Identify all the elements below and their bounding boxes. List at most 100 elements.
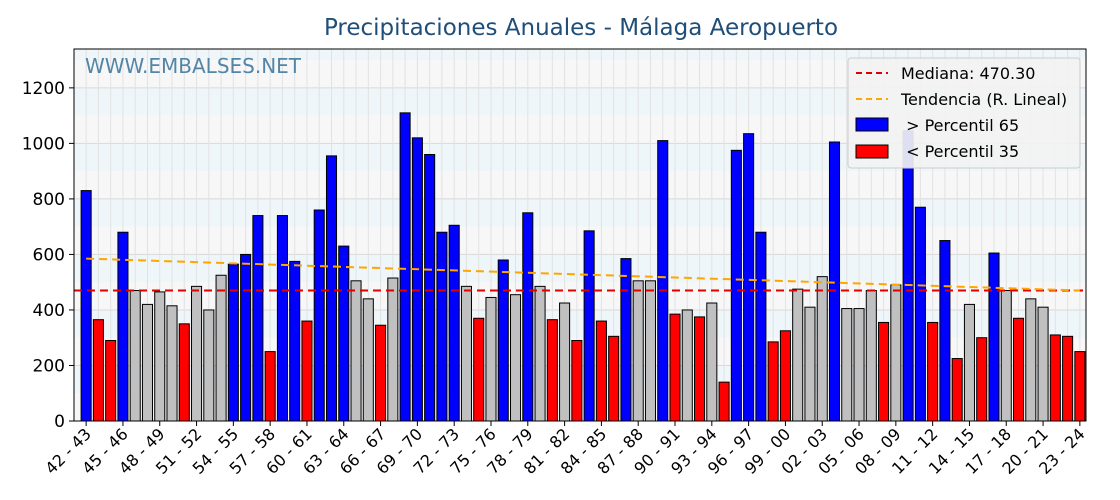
bar — [939, 240, 951, 422]
bar — [252, 215, 264, 422]
y-tick-label: 400 — [33, 301, 65, 321]
bar — [473, 317, 485, 422]
legend-trend-label: Tendencia (R. Lineal) — [900, 90, 1067, 109]
bar — [375, 324, 387, 422]
bar — [1074, 351, 1086, 422]
bar — [583, 230, 595, 422]
bar — [681, 309, 693, 422]
bar — [927, 321, 939, 422]
bar — [509, 294, 522, 422]
bar — [632, 280, 644, 422]
bar — [350, 280, 362, 422]
bar — [105, 339, 117, 422]
bar — [595, 320, 607, 422]
trend-line — [86, 257, 1080, 292]
bar — [694, 316, 706, 422]
bar — [338, 245, 350, 422]
bar — [497, 259, 509, 422]
bar — [718, 381, 730, 422]
legend-above-swatch — [855, 117, 889, 132]
bar — [988, 252, 1000, 422]
bar — [816, 276, 828, 422]
y-tick-label: 1200 — [22, 79, 65, 99]
bar — [203, 309, 215, 422]
bar — [485, 296, 497, 422]
bar — [853, 308, 865, 422]
bar — [792, 288, 804, 422]
y-tick-label: 0 — [54, 412, 65, 432]
bar — [80, 190, 92, 422]
bar — [1062, 335, 1074, 422]
bar — [559, 302, 571, 422]
bar — [534, 285, 546, 422]
bar — [669, 313, 681, 422]
bar — [178, 323, 190, 422]
bar — [1025, 298, 1037, 422]
bar — [362, 298, 374, 422]
bar — [804, 306, 816, 422]
legend-box — [847, 57, 1081, 169]
bar — [657, 140, 669, 422]
bar — [424, 153, 436, 422]
legend-median-label: Mediana: 470.30 — [901, 64, 1035, 83]
bar — [154, 291, 166, 422]
background-band — [74, 198, 1086, 227]
bar — [706, 302, 718, 422]
background-band — [74, 226, 1086, 255]
bar — [289, 260, 301, 422]
bar — [755, 231, 767, 422]
bar — [166, 305, 178, 422]
bar — [240, 253, 252, 422]
bar — [902, 130, 914, 422]
bar — [264, 351, 276, 422]
background-band — [74, 49, 1086, 61]
bar — [448, 224, 460, 422]
y-tick-label: 600 — [33, 245, 65, 265]
y-tick-label: 1000 — [22, 134, 65, 154]
bar — [1037, 306, 1049, 422]
bar — [313, 209, 325, 422]
bar — [730, 149, 742, 422]
bar — [963, 303, 975, 422]
bar — [878, 321, 890, 422]
legend: Mediana: 470.30 Tendencia (R. Lineal) > … — [847, 57, 1081, 169]
bar — [1049, 334, 1061, 422]
bar — [546, 319, 558, 422]
bar — [865, 290, 877, 422]
bar — [411, 137, 423, 422]
bar — [141, 303, 154, 422]
plot-frame — [73, 48, 1087, 422]
bar — [914, 206, 926, 422]
bar — [276, 215, 288, 422]
legend-below-swatch — [855, 144, 889, 159]
bar — [828, 141, 841, 422]
legend-above-label: > Percentil 65 — [901, 116, 1019, 135]
bar — [436, 231, 448, 422]
bar — [215, 274, 227, 422]
watermark: WWW.EMBALSES.NET — [85, 54, 302, 78]
y-tick-label: 200 — [33, 356, 65, 376]
legend-below-label: < Percentil 35 — [901, 142, 1019, 161]
y-tick-label: 800 — [33, 190, 65, 210]
bar — [1012, 317, 1025, 422]
bar — [571, 339, 583, 422]
bar — [191, 285, 203, 422]
bar — [522, 212, 534, 422]
bar — [325, 155, 338, 422]
bar — [743, 133, 755, 422]
bar — [1000, 290, 1012, 422]
bar — [779, 330, 791, 422]
bar — [129, 290, 141, 422]
bar — [644, 280, 657, 422]
bar — [460, 285, 472, 422]
bar — [767, 341, 779, 422]
bar — [92, 319, 104, 422]
y-axis: 0 200 400 600 800 1000 1200 — [22, 79, 74, 432]
bar — [301, 320, 313, 422]
bar — [841, 308, 853, 422]
chart-title: Precipitaciones Anuales - Málaga Aeropue… — [324, 15, 838, 41]
bar — [608, 335, 620, 422]
bar — [951, 358, 963, 422]
